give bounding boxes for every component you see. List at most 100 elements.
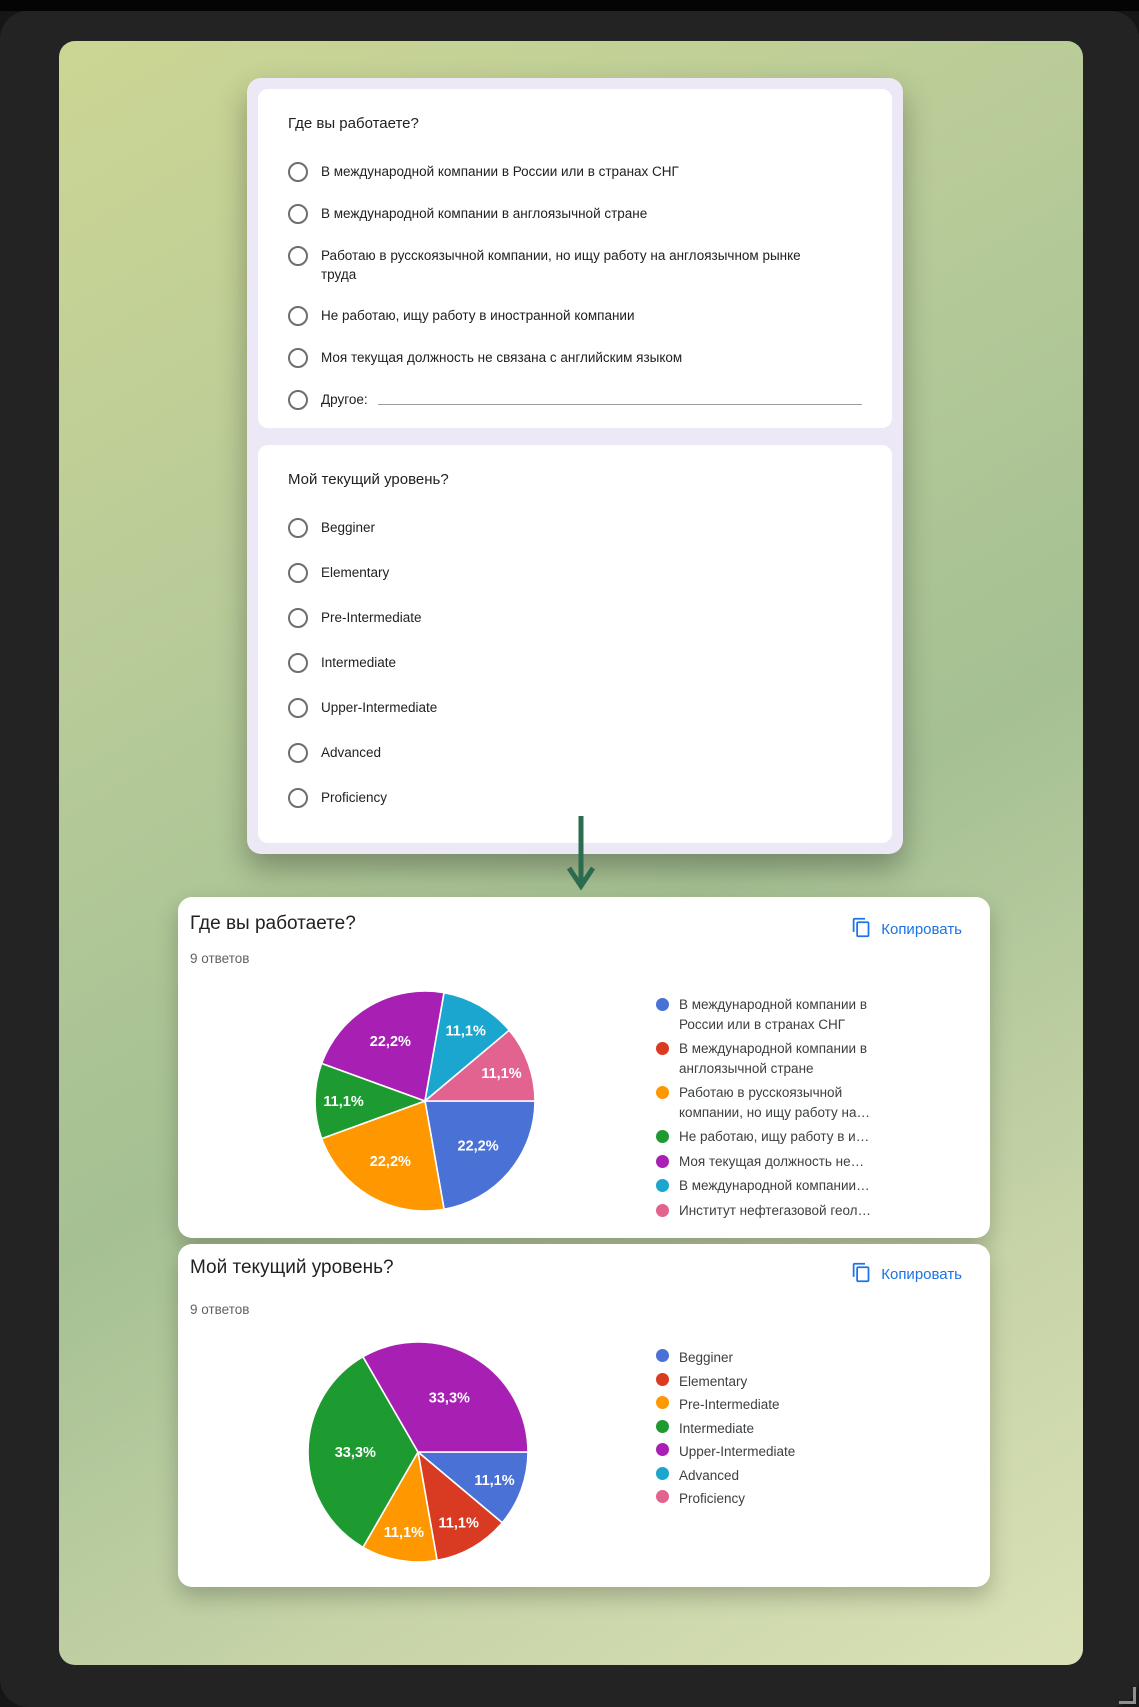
copy-label: Копировать [881,1266,962,1283]
pie-slice-percentage-label: 11,1% [384,1525,424,1541]
legend-color-dot-icon [656,1466,669,1480]
question-card-level: Мой текущий уровень? Begginer Elementary P… [258,445,892,843]
option-label: В международной компании в англоязычной … [321,206,648,221]
option-label: В международной компании в России или в … [321,164,679,179]
radio-button-icon[interactable] [288,348,308,368]
legend-color-dot-icon [656,1349,669,1362]
option-label: Работаю в русскоязычной компании, но ищу… [321,248,801,282]
copy-icon [851,1262,872,1287]
legend-label: Intermediate [679,1420,755,1436]
option-label: Pre-Intermediate [321,610,422,625]
radio-button-icon[interactable] [288,518,308,538]
radio-button-icon[interactable] [288,788,308,808]
copy-button[interactable]: Копировать [849,1258,964,1291]
radio-option[interactable]: Proficiency [288,788,862,808]
radio-button-icon[interactable] [288,390,308,410]
radio-option-other[interactable]: Другое: [288,390,862,410]
legend-label: Не работаю, ищу работу в и… [679,1129,870,1144]
legend-label: В международной компании в англоязычной … [679,1041,867,1076]
pie-slice[interactable] [320,990,446,1103]
pie-slice[interactable] [423,991,511,1104]
radio-button-icon[interactable] [288,204,308,224]
legend-item: Proficiency [656,1487,880,1511]
pie-svg: 22,2% 22,2% 11,1% 22,2% 11,1% 11,1% [314,990,536,1212]
pie-svg: 11,1% 11,1% 11,1% 33,3% 33,3% [307,1341,529,1563]
radio-option[interactable]: Begginer [288,518,862,538]
result-card-level: Мой текущий уровень? Копировать 9 ответо… [178,1244,990,1587]
copy-label: Копировать [881,921,962,938]
legend-label: Advanced [679,1467,740,1483]
radio-option[interactable]: Pre-Intermediate [288,608,862,628]
copy-button[interactable]: Копировать [849,913,964,946]
legend-item: В международной компании в России или в … [656,995,880,1034]
legend-item: Elementary [656,1370,880,1394]
pie-chart-work[interactable]: 22,2% 22,2% 11,1% 22,2% 11,1% 11,1% [313,989,537,1218]
pie-chart-level[interactable]: 11,1% 11,1% 11,1% 33,3% 33,3% [306,1340,530,1569]
pie-slice[interactable] [307,1355,419,1549]
result-title: Мой текущий уровень? [190,1257,394,1278]
radio-button-icon[interactable] [288,653,308,673]
legend-color-dot-icon [656,1179,669,1192]
radio-button-icon[interactable] [288,162,308,182]
legend-item: Моя текущая должность не… [656,1152,880,1172]
legend-color-dot-icon [656,998,669,1011]
legend-item: Работаю в русскоязычной компании, но ищу… [656,1083,880,1122]
pie-slice[interactable] [416,1449,504,1562]
result-card-work: Где вы работаете? Копировать 9 ответов 2… [178,897,990,1238]
radio-button-icon[interactable] [288,698,308,718]
option-label: Advanced [321,745,382,760]
legend-label: Работаю в русскоязычной компании, но ищу… [679,1085,870,1120]
radio-button-icon[interactable] [288,306,308,326]
pie-slice[interactable] [422,1029,536,1102]
down-arrow-icon [563,814,599,907]
pie-slice-percentage-label: 33,3% [335,1445,376,1461]
chart-legend: В международной компании в России или в … [656,995,880,1225]
legend-item: Pre-Intermediate [656,1393,880,1417]
options-list: В международной компании в России или в … [288,162,862,410]
radio-option[interactable]: Моя текущая должность не связана с англи… [288,348,862,368]
radio-option[interactable]: Upper-Intermediate [288,698,862,718]
pie-slice[interactable] [361,1449,439,1563]
result-title: Где вы работаете? [190,913,356,934]
legend-item: Институт нефтегазовой геол… [656,1201,880,1221]
legend-color-dot-icon [656,1396,669,1409]
option-label: Elementary [321,565,390,580]
pie-slice[interactable] [361,1341,529,1453]
legend-color-dot-icon [656,1154,669,1168]
option-label: Proficiency [321,790,388,805]
pie-slice-percentage-label: 11,1% [474,1473,514,1489]
option-label: Intermediate [321,655,397,670]
radio-button-icon[interactable] [288,608,308,628]
pie-slice[interactable] [424,1100,536,1211]
pie-slice[interactable] [314,1062,428,1140]
radio-button-icon[interactable] [288,743,308,763]
radio-button-icon[interactable] [288,563,308,583]
radio-option[interactable]: В международной компании в англоязычной … [288,204,862,224]
option-label: Не работаю, ищу работу в иностранной ком… [321,308,635,323]
form-screenshot-panel: Где вы работаете? В международной компан… [247,78,903,854]
radio-button-icon[interactable] [288,246,308,266]
radio-option[interactable]: В международной компании в России или в … [288,162,862,182]
other-answer-input-line[interactable] [377,390,862,405]
radio-option[interactable]: Intermediate [288,653,862,673]
pie-slice[interactable] [320,1099,446,1212]
legend-color-dot-icon [656,1419,669,1433]
radio-option[interactable]: Elementary [288,563,862,583]
legend-label: Pre-Intermediate [679,1397,780,1412]
pie-slice-percentage-label: 33,3% [429,1391,470,1407]
legend-label: Proficiency [679,1491,746,1506]
question-card-work: Где вы работаете? В международной компан… [258,89,892,428]
radio-option[interactable]: Advanced [288,743,862,763]
question-title: Где вы работаете? [288,115,419,132]
pie-slice[interactable] [415,1451,529,1524]
option-label: Upper-Intermediate [321,700,438,715]
radio-option[interactable]: Не работаю, ищу работу в иностранной ком… [288,306,862,326]
chart-legend: Begginer Elementary Pre-Intermediate Interm… [656,1346,880,1511]
legend-label: Elementary [679,1373,748,1389]
pie-slice-percentage-label: 11,1% [439,1515,479,1531]
corner-resize-mark [1119,1687,1136,1704]
legend-color-dot-icon [656,1490,669,1503]
legend-item: Не работаю, ищу работу в и… [656,1127,880,1147]
radio-option[interactable]: Работаю в русскоязычной компании, но ищу… [288,246,862,284]
